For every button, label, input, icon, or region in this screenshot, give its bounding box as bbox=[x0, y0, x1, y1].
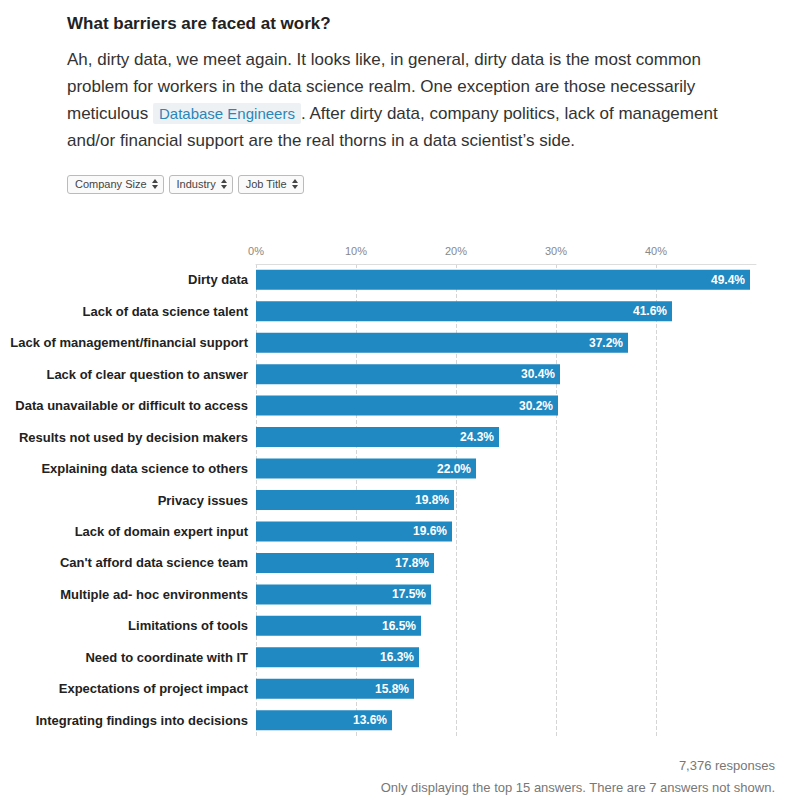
svg-text:Lack of clear question to answ: Lack of clear question to answer bbox=[46, 367, 248, 382]
svg-text:16.3%: 16.3% bbox=[380, 650, 414, 664]
html-text:Company Size: Company Size bbox=[75, 178, 147, 190]
svg-text:Lack of data science talent: Lack of data science talent bbox=[83, 304, 249, 319]
svg-text:19.6%: 19.6% bbox=[413, 524, 447, 538]
html-text:What barriers are faced at wor: What barriers are faced at work? bbox=[67, 14, 331, 33]
svg-text:0%: 0% bbox=[248, 245, 264, 257]
svg-text:Privacy issues: Privacy issues bbox=[158, 493, 248, 508]
svg-text:37.2%: 37.2% bbox=[589, 336, 623, 350]
svg-text:15.8%: 15.8% bbox=[375, 682, 409, 696]
svg-text:30.4%: 30.4% bbox=[521, 367, 555, 381]
svg-text:Results not used by decision m: Results not used by decision makers bbox=[19, 430, 248, 445]
svg-text:30%: 30% bbox=[545, 245, 567, 257]
svg-text:Data unavailable or difficult: Data unavailable or difficult to access bbox=[15, 398, 248, 413]
svg-text:13.6%: 13.6% bbox=[353, 713, 387, 727]
svg-text:Integrating findings into deci: Integrating findings into decisions bbox=[36, 713, 248, 728]
svg-text:10%: 10% bbox=[345, 245, 367, 257]
svg-text:Lack of domain expert input: Lack of domain expert input bbox=[75, 524, 249, 539]
svg-text:Dirty data: Dirty data bbox=[188, 272, 249, 287]
html-text:Industry: Industry bbox=[176, 178, 216, 190]
svg-text:30.2%: 30.2% bbox=[519, 399, 553, 413]
html-text:Ah, dirty data, we meet again.: Ah, dirty data, we meet again. It looks … bbox=[67, 50, 718, 150]
svg-text:16.5%: 16.5% bbox=[382, 619, 416, 633]
svg-text:Limitations of tools: Limitations of tools bbox=[128, 618, 248, 633]
svg-text:Multiple ad- hoc environments: Multiple ad- hoc environments bbox=[60, 587, 248, 602]
svg-text:Expectations of project impact: Expectations of project impact bbox=[59, 681, 249, 696]
svg-text:41.6%: 41.6% bbox=[633, 304, 667, 318]
svg-text:Can't afford data science team: Can't afford data science team bbox=[60, 555, 248, 570]
svg-text:24.3%: 24.3% bbox=[460, 430, 494, 444]
svg-text:Lack of management/financial s: Lack of management/financial support bbox=[10, 335, 248, 350]
html-text:Only displaying the top 15 ans: Only displaying the top 15 answers. Ther… bbox=[380, 780, 775, 795]
svg-text:19.8%: 19.8% bbox=[415, 493, 449, 507]
svg-text:40%: 40% bbox=[645, 245, 667, 257]
svg-text:49.4%: 49.4% bbox=[711, 273, 745, 287]
html-text:Job Title: Job Title bbox=[245, 178, 287, 190]
svg-text:20%: 20% bbox=[445, 245, 467, 257]
svg-text:17.5%: 17.5% bbox=[392, 587, 426, 601]
svg-text:Need to coordinate with IT: Need to coordinate with IT bbox=[85, 650, 248, 665]
svg-text:22.0%: 22.0% bbox=[437, 462, 471, 476]
svg-text:Explaining data science to oth: Explaining data science to others bbox=[41, 461, 248, 476]
html-text:7,376 responses: 7,376 responses bbox=[678, 758, 775, 773]
svg-text:17.8%: 17.8% bbox=[395, 556, 429, 570]
